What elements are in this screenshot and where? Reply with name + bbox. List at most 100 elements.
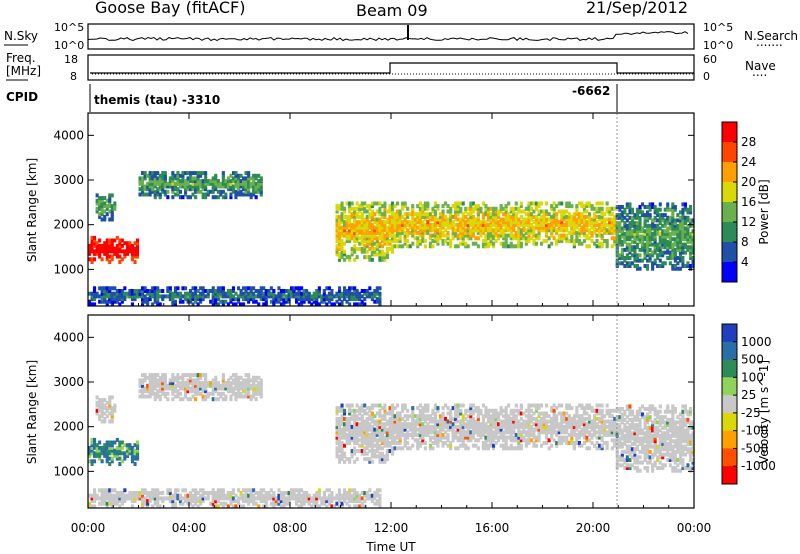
velocity-echo-cell — [433, 403, 437, 408]
velocity-echo-cell — [130, 496, 134, 501]
velocity-echo-cell — [509, 411, 513, 416]
power-echo-cell — [363, 236, 367, 241]
power-echo-cell — [481, 220, 485, 225]
velocity-echo-cell — [492, 430, 496, 435]
power-echo-cell — [211, 181, 215, 186]
power-echo-cell — [689, 256, 693, 260]
velocity-echo-cell — [221, 381, 225, 386]
velocity-echo-cell — [363, 411, 367, 416]
power-echo-cell — [184, 187, 188, 192]
power-echo-cell — [350, 230, 354, 235]
velocity-echo-cell — [388, 416, 392, 421]
velocity-echo-cell — [517, 424, 521, 429]
power-echo-cell — [93, 238, 97, 243]
velocity-echo-cell — [380, 451, 384, 456]
velocity-echo-cell — [103, 403, 107, 408]
power-echo-cell — [143, 187, 147, 192]
power-echo-cell — [214, 289, 218, 293]
velocity-echo-cell — [383, 416, 387, 421]
power-echo-cell — [136, 249, 140, 254]
velocity-echo-cell — [103, 411, 107, 416]
power-echo-cell — [103, 299, 107, 304]
velocity-echo-cell — [184, 391, 188, 396]
power-echo-cell — [204, 195, 208, 200]
power-echo-cell — [638, 215, 642, 220]
power-echo-cell — [204, 173, 208, 178]
power-echo-cell — [449, 220, 453, 225]
power-echo-cell — [492, 206, 496, 211]
power-echo-cell — [237, 294, 241, 299]
velocity-echo-cell — [196, 378, 200, 383]
power-echo-cell — [542, 217, 546, 222]
power-echo-cell — [375, 236, 379, 241]
power-echo-cell — [350, 252, 354, 257]
power-echo-cell — [454, 204, 458, 209]
power-echo-cell — [689, 205, 693, 209]
velocity-echo-cell — [113, 499, 117, 504]
velocity-echo-cell — [360, 451, 364, 456]
power-echo-cell — [651, 218, 655, 223]
power-echo-cell — [204, 289, 208, 293]
velocity-echo-cell — [512, 435, 516, 440]
velocity-echo-cell — [517, 446, 521, 451]
power-echo-cell — [224, 299, 228, 304]
power-echo-cell — [156, 187, 160, 192]
power-echo-cell — [360, 249, 364, 254]
velocity-echo-cell — [219, 391, 223, 396]
velocity-echo-cell — [166, 391, 170, 396]
power-echo-cell — [661, 215, 665, 220]
velocity-echo-cell — [295, 501, 299, 506]
velocity-echo-cell — [259, 488, 263, 493]
power-echo-cell — [461, 230, 465, 235]
velocity-echo-cell — [522, 419, 526, 424]
power-echo-cell — [338, 222, 342, 227]
velocity-echo-cell — [464, 443, 468, 448]
power-echo-cell — [93, 257, 97, 262]
power-echo-cell — [370, 247, 374, 251]
velocity-echo-cell — [234, 394, 238, 399]
velocity-echo-cell — [108, 443, 112, 448]
power-echo-cell — [330, 289, 334, 293]
velocity-echo-cell — [388, 419, 392, 424]
power-echo-cell — [459, 206, 463, 211]
power-echo-cell — [219, 291, 223, 296]
power-echo-cell — [383, 241, 387, 246]
power-echo-cell — [196, 173, 200, 178]
power-echo-cell — [138, 294, 142, 299]
velocity-echo-cell — [163, 391, 167, 396]
power-echo-cell — [638, 253, 642, 258]
velocity-echo-cell — [216, 488, 220, 493]
velocity-echo-cell — [532, 416, 536, 421]
velocity-echo-cell — [436, 408, 440, 413]
velocity-echo-cell — [532, 411, 536, 416]
power-echo-cell — [118, 241, 122, 246]
velocity-echo-cell — [148, 491, 152, 495]
velocity-echo-cell — [522, 411, 526, 416]
power-echo-cell — [100, 204, 104, 209]
velocity-echo-cell — [348, 408, 352, 413]
power-echo-cell — [368, 225, 372, 230]
velocity-echo-cell — [100, 491, 104, 495]
velocity-echo-cell — [416, 406, 420, 411]
velocity-echo-cell — [391, 411, 395, 416]
power-echo-cell — [418, 214, 422, 219]
power-echo-cell — [678, 210, 682, 215]
velocity-echo-cell — [368, 427, 372, 432]
velocity-echo-cell — [146, 386, 150, 391]
velocity-echo-cell — [476, 432, 480, 437]
power-echo-cell — [421, 225, 425, 230]
power-echo-cell — [338, 214, 342, 219]
velocity-echo-cell — [264, 491, 268, 495]
velocity-echo-cell — [378, 496, 382, 501]
power-echo-cell — [441, 233, 445, 238]
velocity-echo-cell — [90, 459, 94, 464]
power-echo-cell — [671, 210, 675, 215]
velocity-echo-cell — [118, 448, 122, 453]
power-echo-cell — [570, 228, 574, 233]
power-echo-cell — [673, 256, 677, 260]
velocity-echo-cell — [476, 406, 480, 411]
power-echo-cell — [108, 254, 112, 259]
power-echo-cell — [136, 251, 140, 256]
power-echo-cell — [108, 198, 112, 203]
power-echo-cell — [385, 236, 389, 241]
